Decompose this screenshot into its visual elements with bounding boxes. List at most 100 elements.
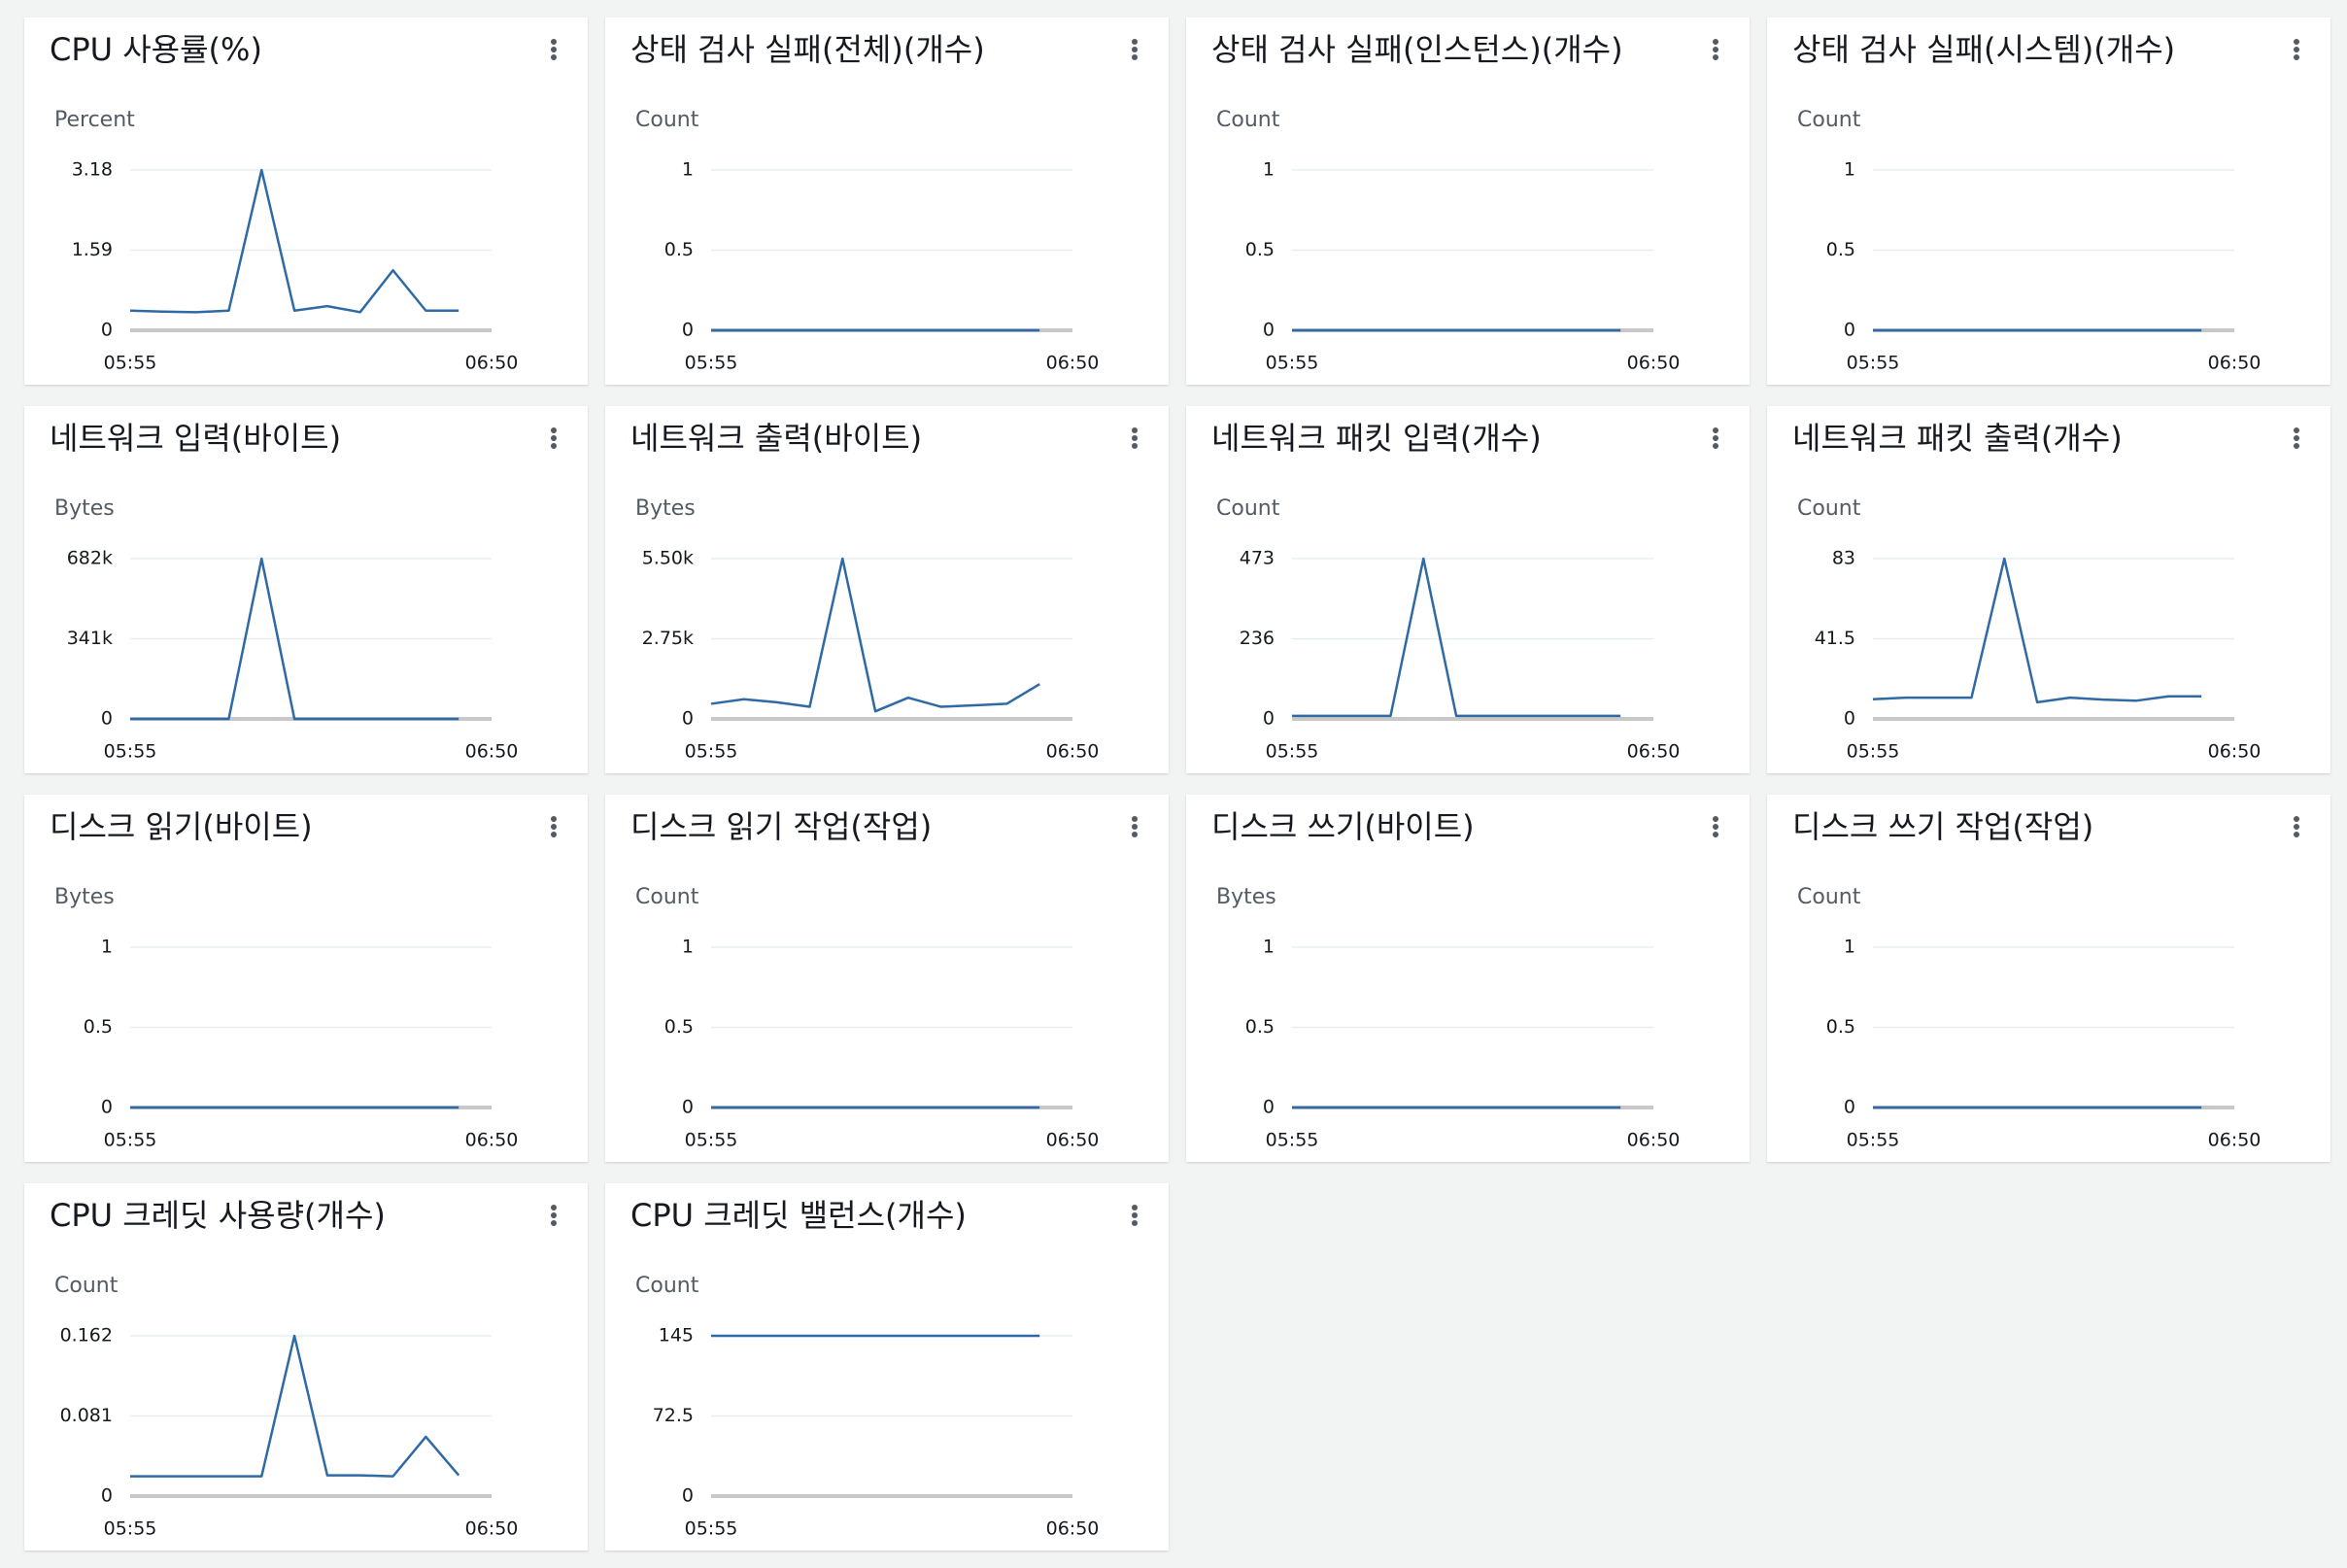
menu-dot[interactable]: [1132, 824, 1138, 830]
data-line: [710, 557, 1040, 713]
chart: 디스크 읽기(바이트) Bytes 0 0.5 1 05:55 06:50: [50, 808, 557, 1151]
menu-dot[interactable]: [2294, 47, 2299, 52]
menu-dot[interactable]: [1132, 427, 1138, 433]
menu-dot[interactable]: [1713, 832, 1718, 837]
menu-dot[interactable]: [551, 1220, 557, 1226]
menu-dot[interactable]: [2294, 824, 2299, 830]
widget-title: 네트워크 입력(바이트): [50, 420, 341, 457]
menu-dot[interactable]: [551, 435, 557, 441]
menu-dot[interactable]: [551, 54, 557, 60]
y-tick-label: 41.5: [1815, 628, 1855, 649]
y-tick-label: 0: [682, 320, 694, 341]
widget-menu[interactable]: [2294, 427, 2299, 449]
widget-menu[interactable]: [551, 1205, 557, 1226]
menu-dot[interactable]: [551, 1212, 557, 1218]
widget-menu[interactable]: [1132, 1205, 1138, 1226]
menu-dot[interactable]: [551, 824, 557, 830]
widget-menu[interactable]: [1132, 816, 1138, 837]
y-tick-label: 5.50k: [642, 548, 694, 569]
widget-menu[interactable]: [1713, 39, 1718, 60]
widget-title: CPU 크레딧 밸런스(개수): [630, 1197, 967, 1234]
y-axis-label: Count: [1216, 496, 1280, 521]
y-tick-label: 0: [101, 320, 113, 341]
y-tick-label: 341k: [67, 628, 113, 649]
menu-dot[interactable]: [2294, 435, 2299, 441]
widget-menu[interactable]: [1713, 427, 1718, 449]
menu-dot[interactable]: [551, 832, 557, 837]
chart: CPU 사용률(%) Percent 0 1.59 3.18 05:55 06:50: [50, 31, 557, 374]
menu-dot[interactable]: [1132, 39, 1138, 45]
chart: 네트워크 패킷 입력(개수) Count 0 236 473 05:55 06:50: [1211, 420, 1718, 763]
menu-dot[interactable]: [1132, 1220, 1138, 1226]
menu-dot[interactable]: [2294, 54, 2299, 60]
menu-dot[interactable]: [551, 39, 557, 45]
x-tick-label: 06:50: [465, 353, 519, 374]
menu-dot[interactable]: [1713, 54, 1718, 60]
chart: CPU 크레딧 밸런스(개수) Count 0 72.5 145 05:55 06:50: [630, 1197, 1138, 1540]
menu-dot[interactable]: [1713, 824, 1718, 830]
y-tick-label: 0: [682, 708, 694, 730]
menu-dot[interactable]: [2294, 816, 2299, 822]
menu-dot[interactable]: [1132, 1205, 1138, 1210]
menu-dot[interactable]: [1132, 443, 1138, 449]
widget-menu[interactable]: [551, 427, 557, 449]
y-tick-label: 0: [1844, 708, 1855, 730]
widget-menu[interactable]: [1713, 816, 1718, 837]
y-axis-label: Count: [635, 885, 699, 909]
menu-dot[interactable]: [551, 47, 557, 52]
y-tick-label: 2.75k: [642, 628, 694, 649]
metric-widget: 상태 검사 실패(전체)(개수) Count 0 0.5 1 05:55 06:50: [605, 17, 1169, 385]
menu-dot[interactable]: [2294, 39, 2299, 45]
y-tick-label: 0: [1844, 320, 1855, 341]
chart: CPU 크레딧 사용량(개수) Count 0 0.081 0.162 05:55 06:5…: [50, 1197, 557, 1540]
menu-dot[interactable]: [551, 443, 557, 449]
y-tick-label: 0: [101, 1485, 113, 1507]
y-tick-label: 145: [659, 1325, 694, 1346]
widget-menu[interactable]: [1132, 39, 1138, 60]
menu-dot[interactable]: [1713, 443, 1718, 449]
metric-widget: 네트워크 패킷 입력(개수) Count 0 236 473 05:55 06:50: [1186, 406, 1750, 773]
menu-dot[interactable]: [1713, 816, 1718, 822]
menu-dot[interactable]: [1713, 47, 1718, 52]
x-tick-label: 05:55: [104, 353, 157, 374]
menu-dot[interactable]: [2294, 443, 2299, 449]
menu-dot[interactable]: [1713, 427, 1718, 433]
x-tick-label: 05:55: [1847, 741, 1900, 763]
x-tick-label: 05:55: [685, 1130, 738, 1151]
menu-dot[interactable]: [1132, 435, 1138, 441]
y-tick-label: 0.5: [664, 239, 694, 260]
menu-dot[interactable]: [551, 427, 557, 433]
y-tick-label: 1: [1263, 159, 1275, 181]
y-tick-label: 83: [1832, 548, 1855, 569]
widget-title: CPU 크레딧 사용량(개수): [50, 1197, 386, 1234]
widget-menu[interactable]: [1132, 427, 1138, 449]
x-tick-label: 05:55: [104, 1130, 157, 1151]
y-axis-label: Count: [1797, 108, 1861, 132]
x-tick-label: 06:50: [2208, 1130, 2262, 1151]
menu-dot[interactable]: [1132, 54, 1138, 60]
menu-dot[interactable]: [551, 1205, 557, 1210]
chart: 네트워크 출력(바이트) Bytes 0 2.75k 5.50k 05:55 06:50: [630, 420, 1138, 763]
menu-dot[interactable]: [2294, 427, 2299, 433]
metric-widget: 디스크 쓰기 작업(작업) Count 0 0.5 1 05:55 06:50: [1767, 795, 2330, 1162]
menu-dot[interactable]: [1132, 832, 1138, 837]
y-tick-label: 0: [1263, 708, 1275, 730]
menu-dot[interactable]: [1713, 39, 1718, 45]
menu-dot[interactable]: [1132, 816, 1138, 822]
chart: 디스크 읽기 작업(작업) Count 0 0.5 1 05:55 06:50: [630, 808, 1138, 1151]
y-tick-label: 1: [682, 937, 694, 958]
menu-dot[interactable]: [1132, 1212, 1138, 1218]
metric-widget: CPU 크레딧 사용량(개수) Count 0 0.081 0.162 05:55 06:5…: [24, 1183, 588, 1551]
chart: 상태 검사 실패(인스턴스)(개수) Count 0 0.5 1 05:55 06:50: [1211, 31, 1718, 374]
metric-widget: 디스크 읽기 작업(작업) Count 0 0.5 1 05:55 06:50: [605, 795, 1169, 1162]
menu-dot[interactable]: [1132, 47, 1138, 52]
y-axis-label: Count: [1216, 108, 1280, 132]
widget-menu[interactable]: [2294, 816, 2299, 837]
menu-dot[interactable]: [551, 816, 557, 822]
menu-dot[interactable]: [2294, 832, 2299, 837]
widget-menu[interactable]: [2294, 39, 2299, 60]
menu-dot[interactable]: [1713, 435, 1718, 441]
chart: 네트워크 입력(바이트) Bytes 0 341k 682k 05:55 06:50: [50, 420, 557, 763]
widget-menu[interactable]: [551, 39, 557, 60]
widget-menu[interactable]: [551, 816, 557, 837]
